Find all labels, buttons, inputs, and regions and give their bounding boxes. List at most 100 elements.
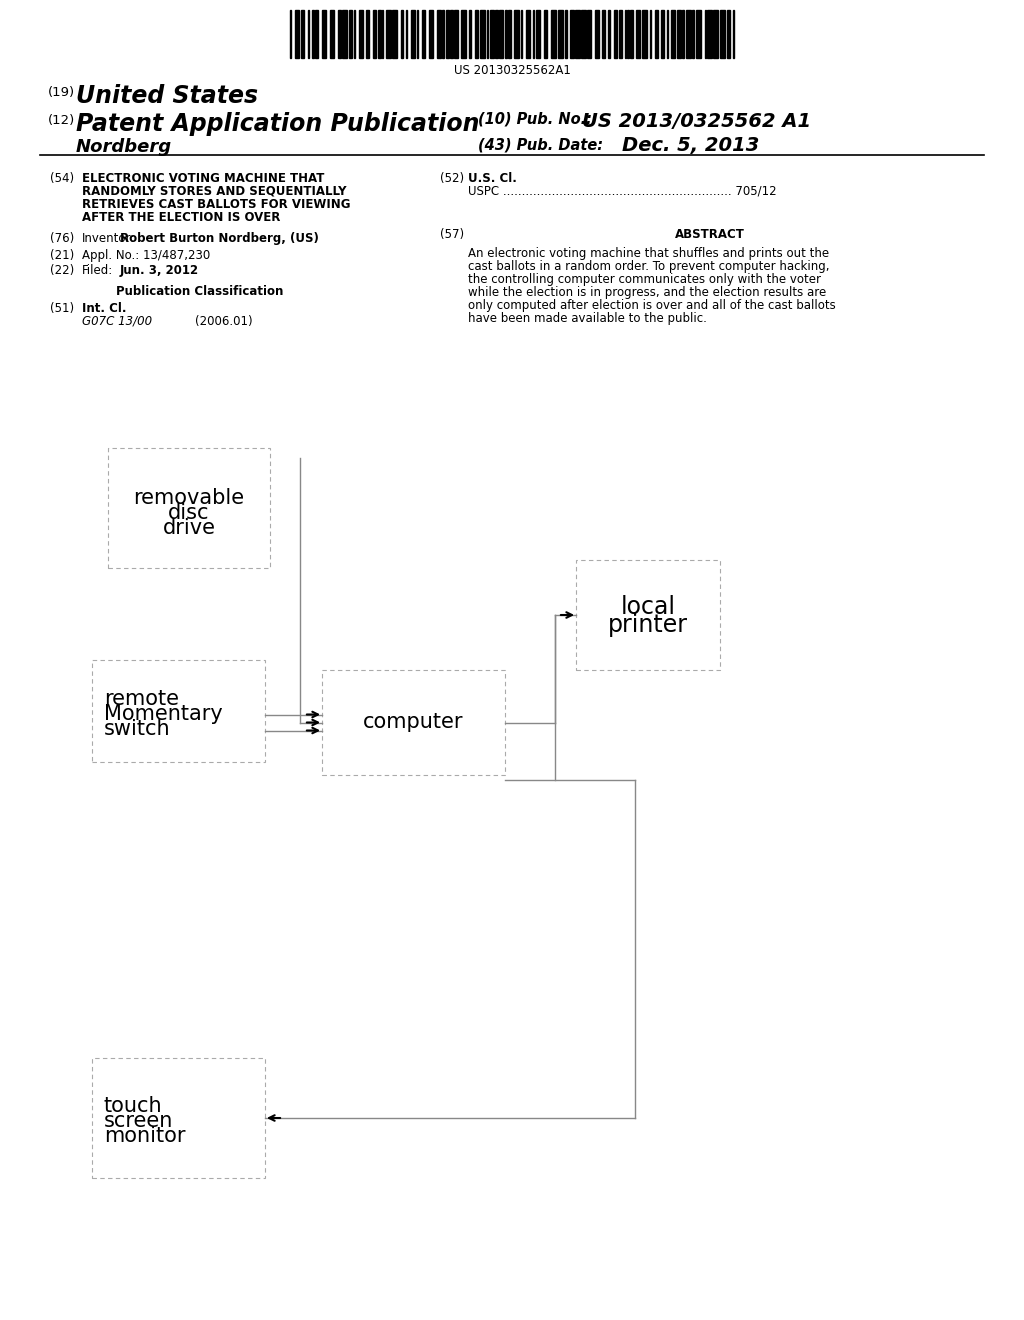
Text: (51): (51) [50, 302, 74, 315]
Bar [575, 11, 580, 58]
Text: monitor: monitor [104, 1126, 185, 1146]
Text: drive: drive [163, 517, 215, 539]
Text: RETRIEVES CAST BALLOTS FOR VIEWING: RETRIEVES CAST BALLOTS FOR VIEWING [82, 198, 350, 211]
Bar [442, 11, 444, 58]
Bar [551, 11, 556, 58]
Bar [575, 560, 720, 671]
Bar [349, 11, 352, 58]
Bar [401, 11, 403, 58]
Bar [558, 11, 563, 58]
Text: printer: printer [608, 612, 688, 638]
Bar [707, 11, 712, 58]
Bar [322, 671, 505, 775]
Bar [108, 447, 270, 568]
Text: RANDOMLY STORES AND SEQUENTIALLY: RANDOMLY STORES AND SEQUENTIALLY [82, 185, 346, 198]
Text: the controlling computer communicates only with the voter: the controlling computer communicates on… [468, 273, 821, 286]
Bar [602, 11, 605, 58]
Bar [92, 660, 265, 762]
Bar [312, 11, 314, 58]
Text: Inventor:: Inventor: [82, 232, 135, 246]
Bar [342, 11, 347, 58]
Text: US 2013/0325562 A1: US 2013/0325562 A1 [582, 112, 811, 131]
Text: (43) Pub. Date:: (43) Pub. Date: [478, 139, 603, 153]
Bar [720, 11, 725, 58]
Bar [392, 11, 397, 58]
Bar [713, 11, 718, 58]
Bar [450, 11, 453, 58]
Bar [686, 11, 691, 58]
Bar [608, 11, 610, 58]
Bar [692, 11, 694, 58]
Text: (19): (19) [48, 86, 75, 99]
Bar [411, 11, 415, 58]
Bar [636, 11, 640, 58]
Text: ABSTRACT: ABSTRACT [675, 228, 744, 242]
Bar [480, 11, 485, 58]
Text: Nordberg: Nordberg [76, 139, 172, 156]
Text: local: local [621, 595, 676, 619]
Bar [295, 11, 299, 58]
Text: United States: United States [76, 84, 258, 108]
Text: Jun. 3, 2012: Jun. 3, 2012 [120, 264, 199, 277]
Bar [92, 1059, 265, 1177]
Text: Dec. 5, 2013: Dec. 5, 2013 [622, 136, 760, 154]
Text: Momentary: Momentary [104, 704, 223, 723]
Text: screen: screen [104, 1111, 173, 1131]
Text: USPC ............................................................. 705/12: USPC ...................................… [468, 185, 776, 198]
Text: removable: removable [133, 488, 245, 508]
Text: Appl. No.: 13/487,230: Appl. No.: 13/487,230 [82, 249, 210, 261]
Text: while the election is in progress, and the election results are: while the election is in progress, and t… [468, 286, 826, 300]
Bar [422, 11, 425, 58]
Bar [677, 11, 681, 58]
Text: only computed after election is over and all of the cast ballots: only computed after election is over and… [468, 300, 836, 312]
Bar [338, 11, 341, 58]
Text: An electronic voting machine that shuffles and prints out the: An electronic voting machine that shuffl… [468, 247, 829, 260]
Bar [536, 11, 540, 58]
Bar [446, 11, 449, 58]
Text: ELECTRONIC VOTING MACHINE THAT: ELECTRONIC VOTING MACHINE THAT [82, 172, 325, 185]
Text: disc: disc [168, 503, 210, 523]
Bar [595, 11, 599, 58]
Bar [627, 11, 629, 58]
Bar [630, 11, 633, 58]
Bar [565, 11, 567, 58]
Bar [495, 11, 498, 58]
Text: computer: computer [364, 713, 464, 733]
Text: switch: switch [104, 719, 171, 739]
Text: (10) Pub. No.:: (10) Pub. No.: [478, 112, 592, 127]
Text: remote: remote [104, 689, 179, 709]
Text: (12): (12) [48, 114, 75, 127]
Bar [315, 11, 318, 58]
Bar [587, 11, 591, 58]
Bar [570, 11, 574, 58]
Bar [514, 11, 519, 58]
Bar [642, 11, 647, 58]
Text: (76): (76) [50, 232, 75, 246]
Bar [330, 11, 334, 58]
Bar [322, 11, 326, 58]
Bar [437, 11, 441, 58]
Text: (54): (54) [50, 172, 74, 185]
Bar [454, 11, 458, 58]
Bar [469, 11, 471, 58]
Text: U.S. Cl.: U.S. Cl. [468, 172, 517, 185]
Bar [508, 11, 511, 58]
Bar [429, 11, 433, 58]
Bar [614, 11, 617, 58]
Bar [359, 11, 362, 58]
Text: Patent Application Publication: Patent Application Publication [76, 112, 479, 136]
Bar [499, 11, 503, 58]
Bar [696, 11, 701, 58]
Bar [373, 11, 376, 58]
Bar [727, 11, 730, 58]
Text: (52): (52) [440, 172, 464, 185]
Text: (22): (22) [50, 264, 75, 277]
Text: (2006.01): (2006.01) [195, 315, 253, 327]
Bar [544, 11, 547, 58]
Bar [490, 11, 494, 58]
Text: G07C 13/00: G07C 13/00 [82, 315, 153, 327]
Bar [461, 11, 466, 58]
Text: (21): (21) [50, 249, 75, 261]
Bar [366, 11, 369, 58]
Bar [378, 11, 381, 58]
